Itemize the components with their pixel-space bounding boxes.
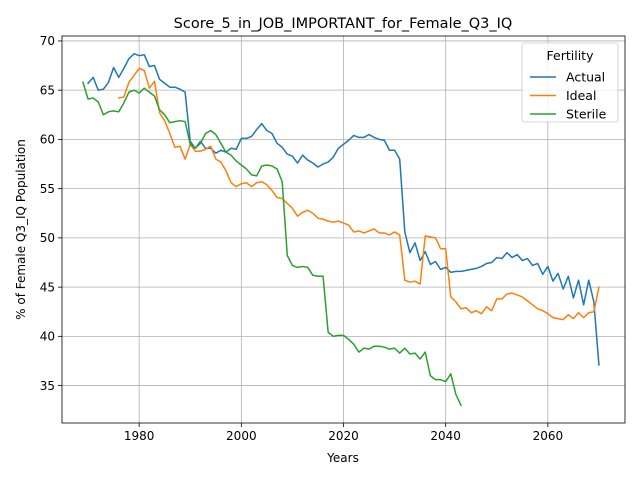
x-tick-label: 2020 [328, 429, 359, 443]
legend-title: Fertility [547, 48, 595, 63]
y-tick-label: 45 [40, 280, 55, 294]
x-axis-title: Years [326, 451, 359, 465]
series-line-sterile [82, 81, 462, 407]
y-tick-label: 40 [40, 330, 55, 344]
legend-box [521, 42, 619, 123]
y-tick-label: 70 [40, 34, 55, 48]
x-tick-label: 2060 [533, 429, 564, 443]
x-tick-label: 1980 [124, 429, 155, 443]
legend-entries: Actual Ideal Sterile [530, 70, 607, 122]
series-lines [82, 52, 600, 407]
y-tick-label: 60 [40, 133, 55, 147]
legend-label-actual: Actual [566, 70, 605, 85]
series-line-actual [87, 52, 600, 366]
y-axis-title: % of Female Q3_IQ Population [14, 139, 28, 320]
y-tick-label: 65 [40, 83, 55, 97]
x-tick-label: 2040 [430, 429, 461, 443]
y-tick-label: 35 [40, 379, 55, 393]
legend: Fertility Actual Ideal Sterile [521, 42, 619, 123]
x-tick-label: 2000 [226, 429, 257, 443]
y-tick-label: 55 [40, 182, 55, 196]
legend-label-sterile: Sterile [566, 107, 607, 122]
chart-title: Score_5_in_JOB_IMPORTANT_for_Female_Q3_I… [174, 16, 513, 32]
y-tick-label: 50 [40, 231, 55, 245]
legend-label-ideal: Ideal [566, 88, 596, 103]
axis-ticks: 1980 2000 2020 2040 2060 35 40 45 50 55 60 65 70 [40, 34, 563, 443]
series-line-ideal [117, 67, 600, 321]
